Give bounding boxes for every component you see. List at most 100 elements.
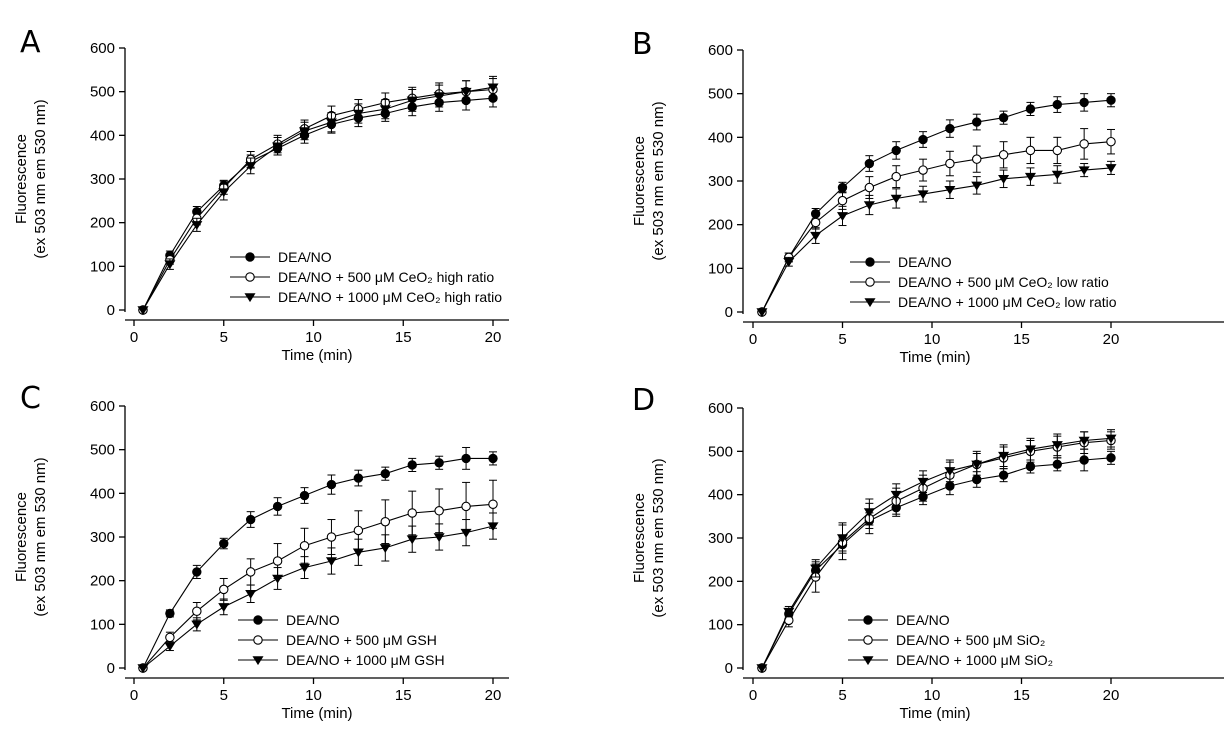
y-tick-label: 600 [708, 400, 733, 417]
data-point [488, 453, 498, 464]
data-point [998, 175, 1010, 184]
data-point [219, 538, 229, 549]
y-tick-label: 200 [708, 217, 733, 234]
data-point [191, 221, 203, 230]
y-axis-title: Fluorescence [631, 493, 648, 583]
data-point [1078, 166, 1090, 176]
y-tick-label: 500 [708, 443, 733, 460]
x-tick-label: 20 [485, 329, 502, 346]
data-point [192, 567, 202, 577]
data-point [272, 142, 284, 152]
data-point [353, 473, 364, 483]
data-point [137, 664, 149, 674]
data-point [380, 468, 390, 479]
legend-label: DEA/NO [286, 612, 340, 628]
x-tick-label: 20 [485, 687, 502, 704]
data-point [1079, 139, 1089, 149]
x-tick-label: 5 [220, 329, 228, 346]
legend-label: DEA/NO [896, 612, 950, 628]
x-tick-label: 10 [305, 687, 322, 704]
x-tick-label: 20 [1103, 331, 1120, 348]
data-point [192, 606, 202, 616]
data-point [972, 117, 982, 127]
data-point [1106, 95, 1116, 105]
data-point [137, 306, 149, 316]
legend-marker [865, 257, 875, 267]
data-point [971, 181, 983, 191]
x-tick-label: 10 [305, 329, 322, 346]
data-point [191, 620, 203, 630]
data-point [837, 182, 848, 193]
data-point [810, 217, 821, 228]
x-tick-label: 10 [924, 687, 941, 704]
data-point [1052, 145, 1063, 156]
y-axis-title: Fluorescence [13, 492, 30, 582]
data-point [245, 590, 257, 599]
data-point [891, 171, 901, 182]
series-3 [137, 512, 499, 674]
y-tick-label: 600 [708, 42, 733, 59]
data-point [461, 453, 471, 464]
y-tick-label: 0 [725, 304, 733, 321]
x-tick-label: 0 [749, 687, 757, 704]
data-point [433, 92, 445, 102]
y-tick-label: 500 [708, 86, 733, 103]
data-point [836, 534, 849, 544]
legend-label: DEA/NO + 500 μM CeO₂ high ratio [278, 269, 494, 285]
x-axis-title: Time (min) [281, 347, 352, 364]
data-point [326, 532, 337, 542]
y-tick-label: 300 [90, 529, 115, 546]
data-point [998, 150, 1009, 160]
data-point [998, 112, 1009, 123]
y-tick-label: 400 [90, 485, 115, 502]
data-point [836, 212, 849, 222]
data-point [433, 533, 445, 543]
data-point [783, 607, 795, 617]
data-point [406, 535, 418, 545]
series-3 [137, 75, 499, 316]
data-point [245, 567, 256, 577]
series-3 [756, 429, 1117, 674]
data-point [272, 574, 284, 584]
data-point [164, 642, 176, 652]
y-tick-label: 100 [708, 617, 733, 634]
data-point [944, 185, 956, 195]
legend-marker [253, 635, 263, 645]
data-point [434, 506, 444, 516]
panel-letter: A [20, 25, 41, 60]
data-point [272, 501, 283, 512]
y-tick-label: 200 [708, 573, 733, 590]
series-3 [756, 160, 1117, 318]
panel-letter: C [20, 381, 41, 416]
data-point [299, 563, 311, 573]
legend: DEA/NO DEA/NO + 500 μM CeO₂ high ratio DEA… [230, 249, 502, 305]
data-point [890, 194, 902, 204]
legend-marker [245, 272, 255, 282]
y-tick-label: 400 [708, 487, 733, 504]
data-point [353, 525, 364, 536]
legend-marker [865, 277, 875, 287]
y-tick-label: 300 [90, 171, 115, 188]
data-point [863, 201, 875, 211]
x-tick-label: 15 [1013, 331, 1030, 348]
chart-panel-A: A 0 100 200 300 400 500 600 0 5 10 15 20 Time (min) Fl… [13, 25, 509, 364]
legend: DEA/NO DEA/NO + 500 μM GSH DEA/NO + 1000 μ… [238, 612, 445, 668]
y-axis-title-units: (ex 503 nm em 530 nm) [650, 458, 667, 617]
data-point [1025, 145, 1036, 156]
y-tick-label: 200 [90, 573, 115, 590]
data-point [379, 105, 391, 115]
data-point [299, 127, 311, 137]
x-tick-label: 5 [838, 331, 846, 348]
y-axis-title-units: (ex 503 nm em 530 nm) [32, 457, 49, 616]
legend-label: DEA/NO + 500 μM CeO₂ low ratio [898, 274, 1109, 290]
y-axis-title: Fluorescence [13, 134, 30, 224]
series-line [761, 167, 1112, 313]
data-point [299, 490, 310, 501]
data-point [810, 231, 822, 241]
legend-label: DEA/NO + 500 μM SiO₂ [896, 632, 1045, 648]
data-point [380, 516, 391, 527]
data-point [488, 499, 498, 509]
data-point [1105, 164, 1117, 173]
y-tick-label: 500 [90, 84, 115, 101]
y-tick-label: 400 [708, 129, 733, 146]
